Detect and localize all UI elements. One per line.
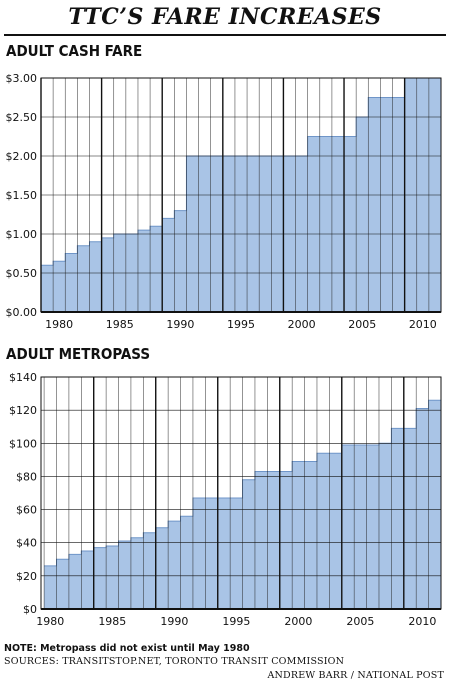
pass-bar-1997 bbox=[254, 471, 268, 609]
pass-bar-1983 bbox=[81, 551, 94, 609]
cash-bar-2006 bbox=[368, 97, 381, 312]
pass-xtick-label: 1980 bbox=[36, 615, 64, 628]
cash-fare-chart: $0.00 $0.50 $1.00 $1.50 $2.00 $2.50 $3.00 1980 1… bbox=[6, 72, 442, 331]
pass-bar-2006 bbox=[366, 444, 379, 609]
cash-bar-1987 bbox=[137, 230, 151, 312]
pass-ytick-label: $140 bbox=[9, 371, 37, 384]
pass-bar-1994 bbox=[217, 497, 231, 609]
cash-fare-chart-title: ADULT CASH FARE bbox=[6, 42, 143, 60]
metropass-note: NOTE: Metropass did not exist until May … bbox=[4, 643, 250, 654]
pass-bar-2000 bbox=[292, 461, 305, 609]
pass-bar-2004 bbox=[341, 444, 355, 609]
pass-ytick-label: $40 bbox=[16, 537, 37, 550]
cash-ytick-label: $1.50 bbox=[6, 189, 38, 202]
pass-bar-2001 bbox=[304, 461, 317, 609]
cash-ytick-label: $0.50 bbox=[6, 267, 38, 280]
cash-xtick-label: 1990 bbox=[166, 318, 194, 331]
pass-bar-1980 bbox=[44, 565, 57, 609]
pass-bar-2008 bbox=[391, 428, 404, 609]
pass-bar-2005 bbox=[354, 444, 367, 609]
pass-xtick-label: 2000 bbox=[284, 615, 312, 628]
pass-bar-1995 bbox=[230, 497, 243, 609]
pass-bar-2002 bbox=[316, 453, 330, 609]
cash-xtick-label: 2010 bbox=[409, 318, 437, 331]
pass-ytick-label: $60 bbox=[16, 504, 37, 517]
pass-ytick-label: $120 bbox=[9, 404, 37, 417]
credit-line: ANDREW BARR / NATIONAL POST bbox=[267, 670, 444, 681]
cash-xtick-label: 1980 bbox=[45, 318, 73, 331]
pass-bar-2010 bbox=[416, 408, 429, 609]
pass-bar-1987 bbox=[130, 537, 144, 609]
pass-xtick-label: 2005 bbox=[346, 615, 374, 628]
pass-ytick-label: $20 bbox=[16, 570, 37, 583]
cash-ytick-label: $1.00 bbox=[6, 228, 38, 241]
cash-bar-2002 bbox=[319, 136, 332, 312]
pass-bar-1981 bbox=[56, 559, 69, 609]
pass-bar-1988 bbox=[143, 532, 156, 609]
cash-bar-1988 bbox=[150, 226, 163, 312]
cash-bar-1990 bbox=[174, 210, 187, 312]
cash-ytick-label: $3.00 bbox=[6, 72, 38, 85]
pass-bar-1985 bbox=[106, 546, 119, 609]
cash-xtick-label: 1985 bbox=[106, 318, 134, 331]
cash-bar-2001 bbox=[307, 136, 320, 312]
cash-ytick-label: $0.00 bbox=[6, 306, 38, 319]
cash-bar-1981 bbox=[65, 253, 78, 312]
pass-ytick-label: $80 bbox=[16, 470, 37, 483]
metropass-chart-title: ADULT METROPASS bbox=[6, 345, 151, 363]
pass-xtick-label: 1995 bbox=[222, 615, 250, 628]
pass-bar-1998 bbox=[267, 471, 280, 609]
cash-xtick-label: 2005 bbox=[348, 318, 376, 331]
pass-bar-2009 bbox=[403, 428, 417, 609]
pass-bar-2003 bbox=[329, 453, 342, 609]
pass-bar-1986 bbox=[118, 541, 131, 609]
cash-bar-1989 bbox=[162, 218, 175, 312]
pass-bar-1996 bbox=[242, 479, 255, 609]
pass-bar-2011 bbox=[428, 400, 441, 609]
pass-bar-1982 bbox=[68, 554, 82, 609]
cash-xtick-label: 1995 bbox=[227, 318, 255, 331]
pass-xtick-label: 1985 bbox=[98, 615, 126, 628]
page-title: TTC’S FARE INCREASES bbox=[68, 4, 382, 30]
pass-xtick-label: 1990 bbox=[160, 615, 188, 628]
cash-bar-2008 bbox=[392, 97, 405, 312]
cash-ytick-label: $2.00 bbox=[6, 150, 38, 163]
pass-bar-1990 bbox=[168, 521, 181, 609]
cash-bar-1982 bbox=[77, 245, 90, 312]
cash-bar-2003 bbox=[331, 136, 345, 312]
pass-ytick-label: $100 bbox=[9, 437, 37, 450]
pass-bar-1993 bbox=[205, 497, 218, 609]
cash-bar-1980 bbox=[53, 261, 66, 312]
title-rule bbox=[4, 34, 446, 36]
cash-bar-1984 bbox=[101, 237, 114, 312]
pass-ytick-label: $0 bbox=[23, 603, 37, 616]
cash-bar-1979 bbox=[41, 265, 54, 312]
pass-bar-1991 bbox=[180, 516, 193, 609]
pass-bar-1992 bbox=[192, 497, 206, 609]
cash-bar-2004 bbox=[344, 136, 357, 312]
pass-xtick-label: 2010 bbox=[408, 615, 436, 628]
pass-bar-2007 bbox=[378, 443, 392, 609]
cash-ytick-label: $2.50 bbox=[6, 111, 38, 124]
cash-bar-2007 bbox=[380, 97, 393, 312]
cash-bar-1983 bbox=[89, 241, 102, 312]
pass-bar-1989 bbox=[155, 527, 169, 609]
cash-xtick-label: 2000 bbox=[288, 318, 316, 331]
cash-bar-2005 bbox=[356, 117, 369, 312]
pass-bar-1999 bbox=[279, 471, 293, 609]
sources-line: SOURCES: TRANSITSTOP.NET, TORONTO TRANSI… bbox=[4, 656, 345, 667]
metropass-chart: $0 $20 $40 $60 $80 $100 $120 $140 1980 1985 1990 19… bbox=[9, 371, 442, 628]
pass-bar-1984 bbox=[93, 547, 107, 609]
